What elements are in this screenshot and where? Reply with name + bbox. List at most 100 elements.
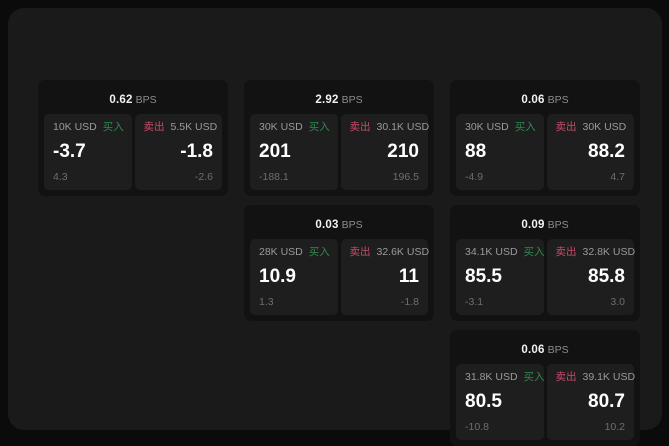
sell-side[interactable]: 卖出 5.5K USD -1.8 -2.6 <box>134 114 222 190</box>
card-sides: 28K USD 买入 10.9 1.3 卖出 32.6K USD 11 -1.8 <box>250 239 430 315</box>
buy-delta: -188.1 <box>259 170 289 183</box>
bps-value: 0.06 <box>521 344 545 356</box>
buy-header: 31.8K USD 买入 <box>465 371 545 383</box>
card-sides: 10K USD 买入 -3.7 4.3 卖出 5.5K USD -1.8 -2.6 <box>44 114 222 190</box>
sell-delta: 196.5 <box>392 170 419 183</box>
card-header: 2.92 BPS <box>250 86 428 114</box>
card-header: 0.03 BPS <box>250 211 428 239</box>
bps-unit-label: BPS <box>547 219 569 231</box>
buy-side[interactable]: 34.1K USD 买入 85.5 -3.1 <box>456 239 545 315</box>
buy-action-label[interactable]: 买入 <box>102 121 124 133</box>
sell-header: 卖出 30.1K USD <box>349 121 430 133</box>
buy-side[interactable]: 31.8K USD 买入 80.5 -10.8 <box>456 364 545 440</box>
buy-side[interactable]: 30K USD 买入 88 -4.9 <box>456 114 544 190</box>
buy-size-label: 30K USD <box>259 121 303 133</box>
buy-size-label: 31.8K USD <box>465 371 518 383</box>
card-header: 0.09 BPS <box>456 211 634 239</box>
sell-header: 卖出 5.5K USD <box>143 121 218 133</box>
sell-action-label[interactable]: 卖出 <box>143 121 165 133</box>
sell-side[interactable]: 卖出 30K USD 88.2 4.7 <box>546 114 634 190</box>
card-header: 0.06 BPS <box>456 86 634 114</box>
buy-header: 30K USD 买入 <box>259 121 330 133</box>
spread-card[interactable]: 2.92 BPS 30K USD 买入 201 -188.1 卖出 30.1K USD 210 1… <box>244 80 434 196</box>
sell-value: -1.8 <box>180 140 213 162</box>
sell-side[interactable]: 卖出 32.8K USD 85.8 3.0 <box>546 239 636 315</box>
buy-side[interactable]: 10K USD 买入 -3.7 4.3 <box>44 114 132 190</box>
buy-header: 28K USD 买入 <box>259 246 330 258</box>
buy-size-label: 10K USD <box>53 121 97 133</box>
bps-value: 0.06 <box>521 94 545 106</box>
sell-header: 卖出 32.8K USD <box>555 246 636 258</box>
sell-header: 卖出 30K USD <box>555 121 627 133</box>
buy-size-label: 30K USD <box>465 121 509 133</box>
sell-action-label[interactable]: 卖出 <box>555 371 577 383</box>
sell-side[interactable]: 卖出 39.1K USD 80.7 10.2 <box>546 364 636 440</box>
buy-action-label[interactable]: 买入 <box>514 121 536 133</box>
buy-delta: -3.1 <box>465 295 484 308</box>
buy-delta: 4.3 <box>53 170 68 183</box>
bps-value: 0.03 <box>315 219 339 231</box>
sell-side[interactable]: 卖出 30.1K USD 210 196.5 <box>340 114 430 190</box>
buy-value: 201 <box>259 140 291 162</box>
bps-unit-label: BPS <box>547 344 569 356</box>
card-sides: 30K USD 买入 201 -188.1 卖出 30.1K USD 210 196.5 <box>250 114 430 190</box>
spread-card[interactable]: 0.09 BPS 34.1K USD 买入 85.5 -3.1 卖出 32.8K USD 85.… <box>450 205 640 321</box>
sell-delta: 3.0 <box>610 295 625 308</box>
bps-value: 2.92 <box>315 94 339 106</box>
card-sides: 31.8K USD 买入 80.5 -10.8 卖出 39.1K USD 80.7 10.2 <box>456 364 636 440</box>
buy-action-label[interactable]: 买入 <box>523 246 545 258</box>
bps-unit-label: BPS <box>135 94 157 106</box>
sell-action-label[interactable]: 卖出 <box>555 121 577 133</box>
bps-unit-label: BPS <box>341 94 363 106</box>
sell-action-label[interactable]: 卖出 <box>555 246 577 258</box>
sell-size-label: 30K USD <box>582 121 627 133</box>
buy-value: 80.5 <box>465 390 502 412</box>
buy-size-label: 28K USD <box>259 246 303 258</box>
sell-side[interactable]: 卖出 32.6K USD 11 -1.8 <box>340 239 430 315</box>
spread-card[interactable]: 0.03 BPS 28K USD 买入 10.9 1.3 卖出 32.6K USD 11 -1.8 <box>244 205 434 321</box>
card-header: 0.06 BPS <box>456 336 634 364</box>
sell-delta: 10.2 <box>604 420 625 433</box>
sell-size-label: 5.5K USD <box>170 121 218 133</box>
buy-header: 10K USD 买入 <box>53 121 124 133</box>
card-sides: 34.1K USD 买入 85.5 -3.1 卖出 32.8K USD 85.8 3.0 <box>456 239 636 315</box>
sell-delta: -2.6 <box>194 170 213 183</box>
buy-value: 85.5 <box>465 265 502 287</box>
buy-action-label[interactable]: 买入 <box>308 121 330 133</box>
buy-side[interactable]: 30K USD 买入 201 -188.1 <box>250 114 338 190</box>
buy-header: 30K USD 买入 <box>465 121 536 133</box>
spread-card[interactable]: 0.06 BPS 31.8K USD 买入 80.5 -10.8 卖出 39.1K USD 80… <box>450 330 640 446</box>
sell-delta: -1.8 <box>400 295 419 308</box>
buy-action-label[interactable]: 买入 <box>523 371 545 383</box>
buy-action-label[interactable]: 买入 <box>308 246 330 258</box>
bps-value: 0.09 <box>521 219 545 231</box>
sell-value: 85.8 <box>588 265 625 287</box>
sell-delta: 4.7 <box>610 170 625 183</box>
spread-card[interactable]: 0.62 BPS 10K USD 买入 -3.7 4.3 卖出 5.5K USD -1.8 -2.… <box>38 80 228 196</box>
sell-value: 210 <box>387 140 419 162</box>
bps-unit-label: BPS <box>341 219 363 231</box>
sell-size-label: 32.8K USD <box>582 246 636 258</box>
sell-value: 88.2 <box>588 140 625 162</box>
card-header: 0.62 BPS <box>44 86 222 114</box>
sell-action-label[interactable]: 卖出 <box>349 121 371 133</box>
sell-size-label: 39.1K USD <box>582 371 636 383</box>
app-panel: 0.62 BPS 10K USD 买入 -3.7 4.3 卖出 5.5K USD -1.8 -2.… <box>8 8 662 446</box>
sell-action-label[interactable]: 卖出 <box>349 246 371 258</box>
card-column-3: 0.06 BPS 30K USD 买入 88 -4.9 卖出 30K USD 88.2 4.7 0.… <box>450 80 640 446</box>
card-sides: 30K USD 买入 88 -4.9 卖出 30K USD 88.2 4.7 <box>456 114 634 190</box>
buy-delta: 1.3 <box>259 295 274 308</box>
buy-size-label: 34.1K USD <box>465 246 518 258</box>
buy-value: -3.7 <box>53 140 86 162</box>
buy-delta: -10.8 <box>465 420 489 433</box>
card-column-1: 0.62 BPS 10K USD 买入 -3.7 4.3 卖出 5.5K USD -1.8 -2.… <box>38 80 228 196</box>
sell-header: 卖出 32.6K USD <box>349 246 430 258</box>
sell-header: 卖出 39.1K USD <box>555 371 636 383</box>
buy-delta: -4.9 <box>465 170 484 183</box>
bps-value: 0.62 <box>109 94 133 106</box>
buy-side[interactable]: 28K USD 买入 10.9 1.3 <box>250 239 338 315</box>
sell-value: 80.7 <box>588 390 625 412</box>
sell-size-label: 30.1K USD <box>376 121 430 133</box>
spread-card[interactable]: 0.06 BPS 30K USD 买入 88 -4.9 卖出 30K USD 88.2 4.7 <box>450 80 640 196</box>
card-column-2: 2.92 BPS 30K USD 买入 201 -188.1 卖出 30.1K USD 210 1… <box>244 80 434 321</box>
